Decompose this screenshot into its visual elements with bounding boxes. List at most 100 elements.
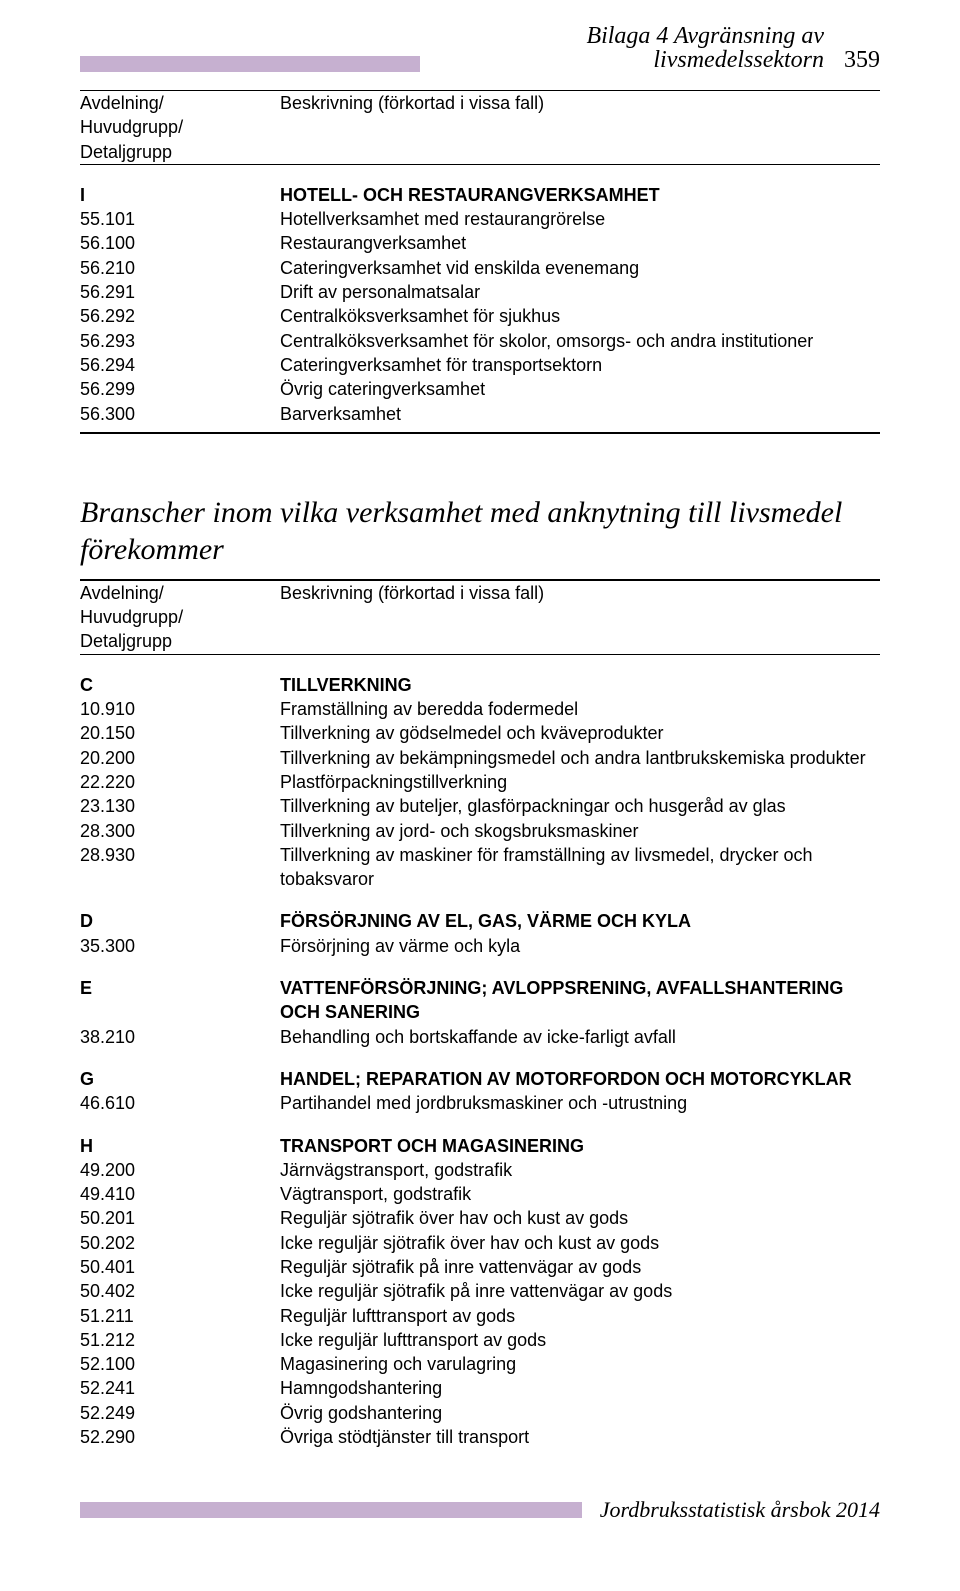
table2-body: CTILLVERKNING10.910Framställning av bere…: [80, 655, 880, 1450]
row-description: Cateringverksamhet för transportsektorn: [280, 353, 880, 377]
table-row: 38.210Behandling och bortskaffande av ic…: [80, 1025, 880, 1049]
table-row: 10.910Framställning av beredda fodermede…: [80, 697, 880, 721]
row-description: Tillverkning av bekämpningsmedel och and…: [280, 746, 880, 770]
row-code: 51.211: [80, 1304, 280, 1328]
page-header: Bilaga 4 Avgränsning av livsmedelssektor…: [80, 24, 880, 72]
row-code: 56.300: [80, 402, 280, 426]
row-code: 35.300: [80, 934, 280, 958]
row-code: 50.402: [80, 1279, 280, 1303]
page-number: 359: [844, 48, 880, 72]
table-row: 52.241Hamngodshantering: [80, 1376, 880, 1400]
section-heading-row: HTRANSPORT OCH MAGASINERING: [80, 1134, 880, 1158]
table1-col1-label-l3: Detaljgrupp: [80, 142, 172, 162]
table2-col1-label-l1: Avdelning/: [80, 583, 164, 603]
row-code: 56.299: [80, 377, 280, 401]
row-description: Försörjning av värme och kyla: [280, 934, 880, 958]
header-accent-bar: [80, 56, 420, 72]
row-description: Partihandel med jordbruksmaskiner och -u…: [280, 1091, 880, 1115]
row-code: 56.291: [80, 280, 280, 304]
row-code: 51.212: [80, 1328, 280, 1352]
table-row: 20.200Tillverkning av bekämpningsmedel o…: [80, 746, 880, 770]
row-description: Vägtransport, godstrafik: [280, 1182, 880, 1206]
section-heading-row: DFÖRSÖRJNING AV EL, GAS, VÄRME OCH KYLA: [80, 909, 880, 933]
row-code: 52.100: [80, 1352, 280, 1376]
section-subtitle: Branscher inom vilka verksamhet med ankn…: [80, 494, 880, 569]
row-code: 28.930: [80, 843, 280, 892]
row-code: 56.100: [80, 231, 280, 255]
table-row: 23.130Tillverkning av buteljer, glasförp…: [80, 794, 880, 818]
row-description: Hamngodshantering: [280, 1376, 880, 1400]
footer-text: Jordbruksstatistisk årsbok 2014: [582, 1497, 880, 1523]
table-row: 50.401Reguljär sjötrafik på inre vattenv…: [80, 1255, 880, 1279]
table-row: 50.202Icke reguljär sjötrafik över hav o…: [80, 1231, 880, 1255]
header-title: Bilaga 4 Avgränsning av livsmedelssektor…: [420, 24, 844, 72]
row-code: 38.210: [80, 1025, 280, 1049]
row-description: Icke reguljär lufttransport av gods: [280, 1328, 880, 1352]
page-footer: Jordbruksstatistisk årsbok 2014: [80, 1497, 880, 1523]
row-code: 46.610: [80, 1091, 280, 1115]
table-row: 28.300Tillverkning av jord- och skogsbru…: [80, 819, 880, 843]
row-code: 52.249: [80, 1401, 280, 1425]
table1-body: IHOTELL- OCH RESTAURANGVERKSAMHET55.101H…: [80, 165, 880, 426]
row-description: Tillverkning av maskiner för framställni…: [280, 843, 880, 892]
row-description: Järnvägstransport, godstrafik: [280, 1158, 880, 1182]
section-heading-row: GHANDEL; REPARATION AV MOTORFORDON OCH M…: [80, 1067, 880, 1091]
table1-bottom-rule: [80, 432, 880, 434]
table-row: 50.201Reguljär sjötrafik över hav och ku…: [80, 1206, 880, 1230]
row-description: Cateringverksamhet vid enskilda eveneman…: [280, 256, 880, 280]
table-row: 56.292Centralköksverksamhet för sjukhus: [80, 304, 880, 328]
table-row: 56.291Drift av personalmatsalar: [80, 280, 880, 304]
row-description: Icke reguljär sjötrafik över hav och kus…: [280, 1231, 880, 1255]
section-heading-code: I: [80, 183, 280, 207]
table1-col1-label-l1: Avdelning/: [80, 93, 164, 113]
table-row: 49.200Järnvägstransport, godstrafik: [80, 1158, 880, 1182]
section-heading-row: CTILLVERKNING: [80, 673, 880, 697]
row-description: Tillverkning av gödselmedel och kvävepro…: [280, 721, 880, 745]
row-description: Behandling och bortskaffande av icke-far…: [280, 1025, 880, 1049]
section-heading-row: EVATTENFÖRSÖRJNING; AVLOPPSRENING, AVFAL…: [80, 976, 880, 1025]
row-code: 50.202: [80, 1231, 280, 1255]
table-row: 28.930Tillverkning av maskiner för frams…: [80, 843, 880, 892]
section-heading-text: FÖRSÖRJNING AV EL, GAS, VÄRME OCH KYLA: [280, 909, 880, 933]
page: Bilaga 4 Avgränsning av livsmedelssektor…: [0, 0, 960, 1591]
row-description: Plastförpackningstillverkning: [280, 770, 880, 794]
section-heading-code: C: [80, 673, 280, 697]
row-description: Övrig cateringverksamhet: [280, 377, 880, 401]
section-heading-code: H: [80, 1134, 280, 1158]
row-description: Reguljär lufttransport av gods: [280, 1304, 880, 1328]
row-code: 52.241: [80, 1376, 280, 1400]
table-row: 49.410Vägtransport, godstrafik: [80, 1182, 880, 1206]
footer-accent-bar: [80, 1502, 582, 1518]
table-row: 20.150Tillverkning av gödselmedel och kv…: [80, 721, 880, 745]
row-description: Restaurangverksamhet: [280, 231, 880, 255]
table-row: 35.300Försörjning av värme och kyla: [80, 934, 880, 958]
row-description: Drift av personalmatsalar: [280, 280, 880, 304]
table-row: 51.212Icke reguljär lufttransport av god…: [80, 1328, 880, 1352]
row-description: Centralköksverksamhet för sjukhus: [280, 304, 880, 328]
row-description: Reguljär sjötrafik över hav och kust av …: [280, 1206, 880, 1230]
table1-labelrow: Avdelning/ Huvudgrupp/ Detaljgrupp Beskr…: [80, 91, 880, 164]
row-description: Centralköksverksamhet för skolor, omsorg…: [280, 329, 880, 353]
row-code: 20.200: [80, 746, 280, 770]
table1-col2-label: Beskrivning (förkortad i vissa fall): [280, 93, 544, 113]
table2-col1-label-l3: Detaljgrupp: [80, 631, 172, 651]
table-row: 52.100Magasinering och varulagring: [80, 1352, 880, 1376]
row-description: Tillverkning av jord- och skogsbruksmask…: [280, 819, 880, 843]
table-row: 56.210Cateringverksamhet vid enskilda ev…: [80, 256, 880, 280]
table-row: 50.402Icke reguljär sjötrafik på inre va…: [80, 1279, 880, 1303]
section-heading-text: HANDEL; REPARATION AV MOTORFORDON OCH MO…: [280, 1067, 880, 1091]
row-code: 56.293: [80, 329, 280, 353]
section-heading-code: E: [80, 976, 280, 1025]
table-row: 56.294Cateringverksamhet för transportse…: [80, 353, 880, 377]
row-code: 28.300: [80, 819, 280, 843]
row-description: Tillverkning av buteljer, glasförpacknin…: [280, 794, 880, 818]
row-code: 50.401: [80, 1255, 280, 1279]
table-row: 55.101Hotellverksamhet med restaurangrör…: [80, 207, 880, 231]
table2-labelrow: Avdelning/ Huvudgrupp/ Detaljgrupp Beskr…: [80, 581, 880, 654]
row-description: Magasinering och varulagring: [280, 1352, 880, 1376]
row-code: 49.410: [80, 1182, 280, 1206]
row-code: 56.210: [80, 256, 280, 280]
section-heading-code: G: [80, 1067, 280, 1091]
table-row: 56.299Övrig cateringverksamhet: [80, 377, 880, 401]
row-description: Övrig godshantering: [280, 1401, 880, 1425]
